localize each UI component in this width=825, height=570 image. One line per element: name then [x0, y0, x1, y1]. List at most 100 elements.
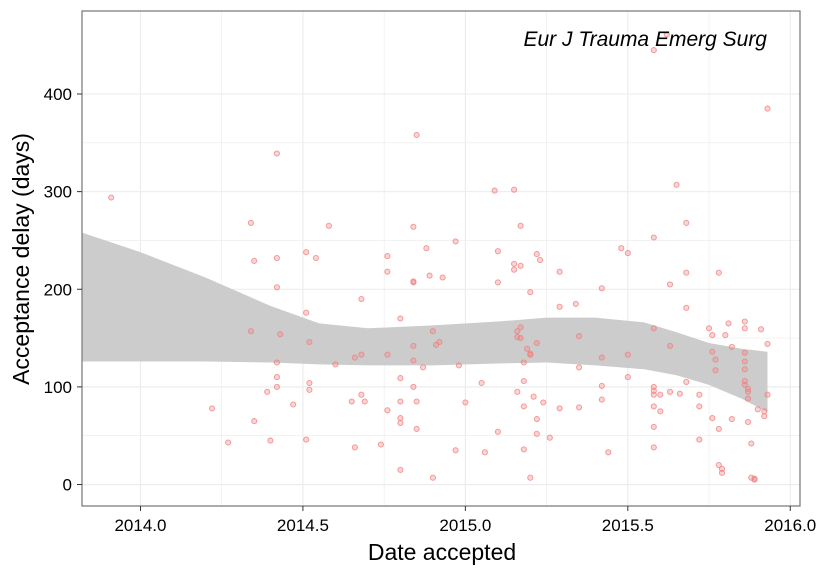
data-point [494, 428, 501, 435]
data-point [650, 234, 657, 241]
data-point [332, 361, 339, 368]
confidence-band [82, 232, 768, 413]
data-point [715, 269, 722, 276]
data-point [520, 446, 527, 453]
data-point [273, 150, 280, 157]
data-point [741, 358, 748, 365]
data-point [576, 404, 583, 411]
data-point [764, 391, 771, 398]
data-point [540, 399, 547, 406]
data-point [598, 285, 605, 292]
data-point [650, 391, 657, 398]
data-point [683, 219, 690, 226]
data-point [705, 325, 713, 332]
data-point [663, 31, 670, 38]
data-point [764, 105, 771, 112]
data-point [303, 436, 310, 443]
data-point [725, 320, 732, 327]
data-point [533, 339, 540, 347]
data-point [462, 399, 469, 406]
data-point [306, 386, 313, 393]
data-point [533, 251, 540, 258]
data-point [358, 391, 365, 398]
data-point [410, 383, 417, 390]
data-point [624, 374, 631, 381]
x-axis: 2014.0 2014.5 2015.0 2015.5 2016.0 [114, 506, 816, 535]
data-point [741, 349, 748, 356]
data-point [478, 379, 485, 387]
data-point [410, 357, 417, 364]
y-tick-label: 0 [63, 476, 72, 495]
data-point [397, 375, 404, 382]
y-tick-label: 100 [44, 378, 72, 397]
data-point [264, 388, 271, 395]
data-point [751, 476, 758, 483]
data-point [673, 181, 680, 188]
data-point [530, 393, 537, 400]
grid [82, 11, 800, 506]
y-tick-label: 300 [44, 183, 72, 202]
data-point [273, 284, 280, 291]
data-point [436, 338, 443, 346]
data-point [650, 423, 657, 430]
data-point [576, 333, 583, 340]
data-point [618, 245, 625, 252]
data-point [657, 391, 664, 398]
data-point [741, 325, 748, 332]
data-point [225, 439, 232, 446]
data-point [351, 444, 358, 451]
data-point [511, 186, 518, 193]
data-point [384, 351, 391, 358]
data-point [741, 366, 748, 373]
data-point [556, 405, 563, 412]
data-point [517, 335, 524, 342]
data-point [397, 315, 404, 322]
data-point [556, 268, 563, 275]
data-point [576, 364, 583, 371]
data-point [384, 268, 391, 275]
data-point [657, 408, 664, 415]
data-point [439, 274, 446, 281]
data-point [410, 342, 417, 349]
data-point [247, 328, 254, 335]
plot-frame [81, 10, 801, 507]
data-point [517, 222, 524, 229]
points-layer [108, 31, 771, 483]
data-point [351, 354, 358, 361]
x-tick-label: 2015.0 [439, 516, 491, 535]
data-point [420, 364, 427, 371]
data-point [455, 362, 462, 369]
data-point [325, 222, 332, 229]
data-point [312, 254, 319, 262]
data-point [757, 326, 765, 333]
data-point [511, 266, 518, 273]
data-point [666, 388, 674, 395]
data-point [598, 396, 605, 403]
data-point [397, 398, 404, 405]
data-point [527, 351, 534, 358]
data-point [251, 257, 258, 264]
data-point [712, 356, 719, 363]
data-point [761, 413, 768, 420]
data-point [624, 351, 631, 358]
data-point [481, 449, 488, 456]
data-point [277, 331, 284, 338]
data-point [520, 377, 527, 385]
data-point [624, 250, 631, 257]
data-point [273, 254, 280, 262]
x-tick-label: 2016.0 [764, 516, 816, 535]
data-point [728, 343, 735, 350]
data-point [413, 425, 420, 432]
data-point [303, 249, 310, 256]
data-point [423, 245, 430, 252]
y-tick-label: 200 [44, 280, 72, 299]
data-point [429, 474, 436, 481]
data-point [650, 325, 657, 332]
data-point [709, 415, 716, 422]
data-point [426, 272, 433, 279]
data-point [452, 238, 459, 245]
data-point [527, 289, 534, 296]
data-point [397, 415, 404, 422]
data-point [413, 398, 420, 405]
